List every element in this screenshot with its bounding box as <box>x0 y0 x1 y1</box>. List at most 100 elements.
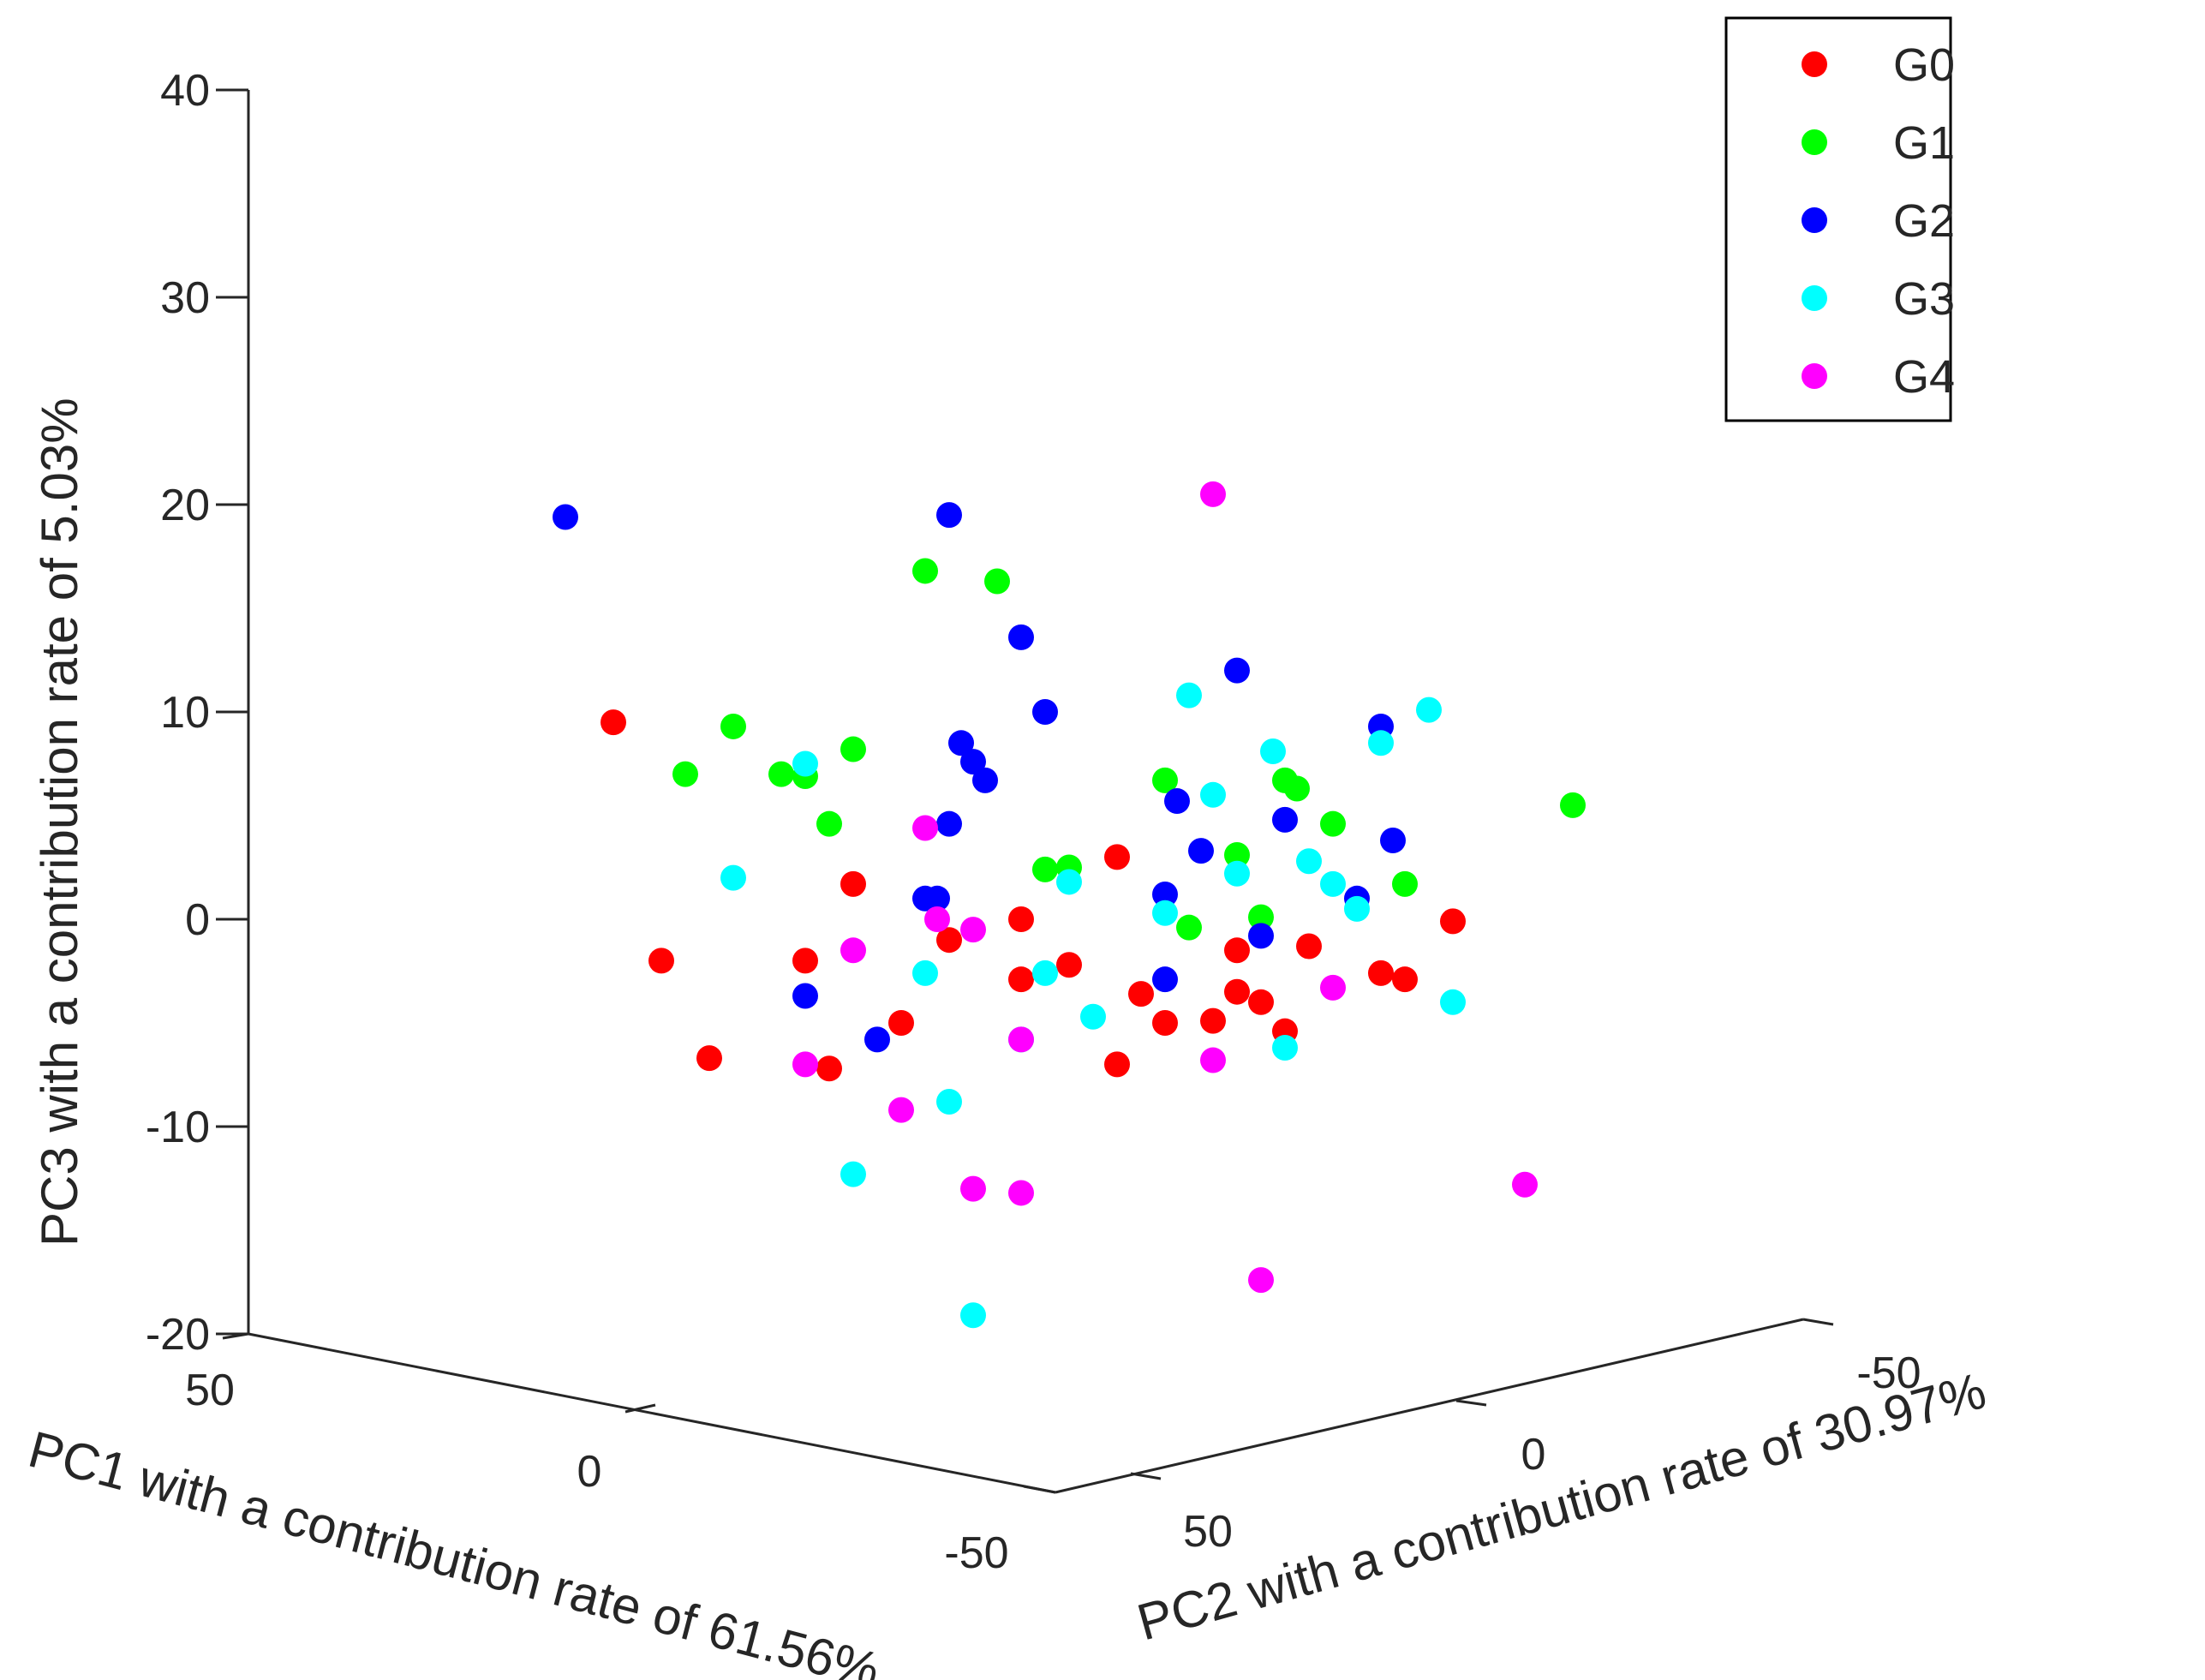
z-tick-label: -10 <box>146 1103 210 1152</box>
point-g0 <box>1224 978 1250 1005</box>
point-g3 <box>936 1088 962 1115</box>
legend: G0 G1 G2 G3 G4 <box>1724 16 1955 422</box>
point-g4 <box>840 937 866 964</box>
x-tick-label: -50 <box>944 1528 1008 1578</box>
legend-marker-g0 <box>1802 51 1827 77</box>
point-g2 <box>1224 657 1250 684</box>
x-axis-line <box>248 1332 1056 1494</box>
legend-label-g2: G2 <box>1893 195 1955 247</box>
legend-box <box>1724 16 1952 422</box>
point-g3 <box>1152 900 1178 926</box>
point-g4 <box>912 815 938 841</box>
point-g3 <box>1176 682 1202 708</box>
point-g4 <box>1008 1026 1034 1053</box>
legend-marker-g3 <box>1802 285 1827 311</box>
point-g0 <box>816 1055 842 1082</box>
point-g4 <box>924 906 950 932</box>
point-g1 <box>672 761 698 787</box>
point-g0 <box>1008 906 1034 932</box>
y-tick-label: 0 <box>1521 1430 1546 1480</box>
point-g3 <box>720 864 746 891</box>
axis-titles: PC1 with a contribution rate of 61.56% P… <box>23 398 1992 1680</box>
point-g3 <box>840 1161 866 1187</box>
point-g0 <box>1152 1010 1178 1036</box>
point-g3 <box>912 960 938 986</box>
point-g2 <box>924 885 950 912</box>
y-tick-label: 50 <box>1183 1507 1233 1557</box>
y-axis-line <box>1055 1318 1804 1494</box>
point-g3 <box>1344 895 1370 922</box>
point-g3 <box>1056 869 1082 895</box>
legend-marker-g4 <box>1802 363 1827 389</box>
point-g4 <box>1200 1047 1226 1073</box>
point-g3 <box>1296 848 1322 875</box>
z-tick-label: 20 <box>160 481 210 530</box>
point-g3 <box>1320 870 1346 897</box>
point-g1 <box>720 713 746 739</box>
point-g2 <box>1152 966 1178 993</box>
y-tick <box>1130 1472 1162 1480</box>
point-g2 <box>1188 838 1214 864</box>
point-g0 <box>1296 933 1322 960</box>
point-g1 <box>912 558 938 584</box>
point-g0 <box>696 1045 722 1072</box>
point-g1 <box>840 736 866 762</box>
point-g0 <box>1368 960 1394 986</box>
point-g0 <box>1128 981 1154 1007</box>
y-tick-label: -50 <box>1856 1348 1921 1398</box>
tick-marks: 40 30 20 10 0 -10 -20 50 0 -50 -50 0 50 <box>146 66 1921 1578</box>
point-g3 <box>1272 1035 1298 1061</box>
point-g3 <box>1032 960 1058 986</box>
point-g0 <box>1056 952 1082 978</box>
point-g0 <box>936 927 962 954</box>
point-g3 <box>960 1302 986 1329</box>
point-g1 <box>816 810 842 837</box>
point-g2 <box>1008 624 1034 650</box>
point-g0 <box>888 1010 914 1036</box>
point-g3 <box>1260 738 1286 764</box>
point-g2 <box>948 730 974 756</box>
point-g1 <box>1248 904 1274 930</box>
point-g2 <box>1164 788 1190 815</box>
point-g3 <box>1200 781 1226 808</box>
z-tick-label: 30 <box>160 273 210 323</box>
x-tick <box>624 1403 656 1414</box>
point-g3 <box>1416 697 1442 723</box>
point-g2 <box>972 767 998 793</box>
point-g1 <box>768 761 794 787</box>
x-tick <box>222 1332 249 1340</box>
z-tick-label: 40 <box>160 66 210 116</box>
point-g2 <box>864 1026 890 1053</box>
legend-label-g0: G0 <box>1893 39 1955 91</box>
point-g2 <box>1032 699 1058 725</box>
point-g0 <box>1008 966 1034 993</box>
point-g0 <box>792 948 818 974</box>
y-axis-title: PC2 with a contribution rate of 30.97% <box>1132 1361 1993 1651</box>
y-tick <box>1455 1399 1487 1407</box>
point-g0 <box>1392 966 1418 993</box>
point-g1 <box>1152 767 1178 793</box>
point-g0 <box>1248 989 1274 1015</box>
point-g1 <box>1224 841 1250 868</box>
point-g0 <box>1200 1007 1226 1034</box>
x-axis-title: PC1 with a contribution rate of 61.56% <box>23 1420 886 1680</box>
x-tick <box>1023 1485 1056 1494</box>
axes <box>247 90 1804 1494</box>
point-g2 <box>936 810 962 837</box>
point-g0 <box>648 948 674 974</box>
point-g1 <box>1392 870 1418 897</box>
point-g2 <box>1248 923 1274 949</box>
point-g0 <box>840 870 866 897</box>
point-g1 <box>1176 914 1202 941</box>
point-g0 <box>601 709 626 736</box>
point-g1 <box>984 568 1010 595</box>
point-g1 <box>1032 856 1058 882</box>
z-tick-label: 0 <box>185 895 210 945</box>
point-g0 <box>1224 937 1250 964</box>
point-g4 <box>1008 1180 1034 1206</box>
z-tick-label: -20 <box>146 1310 210 1360</box>
legend-label-g1: G1 <box>1893 117 1955 169</box>
point-g3 <box>1080 1003 1106 1030</box>
point-g4 <box>960 1175 986 1202</box>
